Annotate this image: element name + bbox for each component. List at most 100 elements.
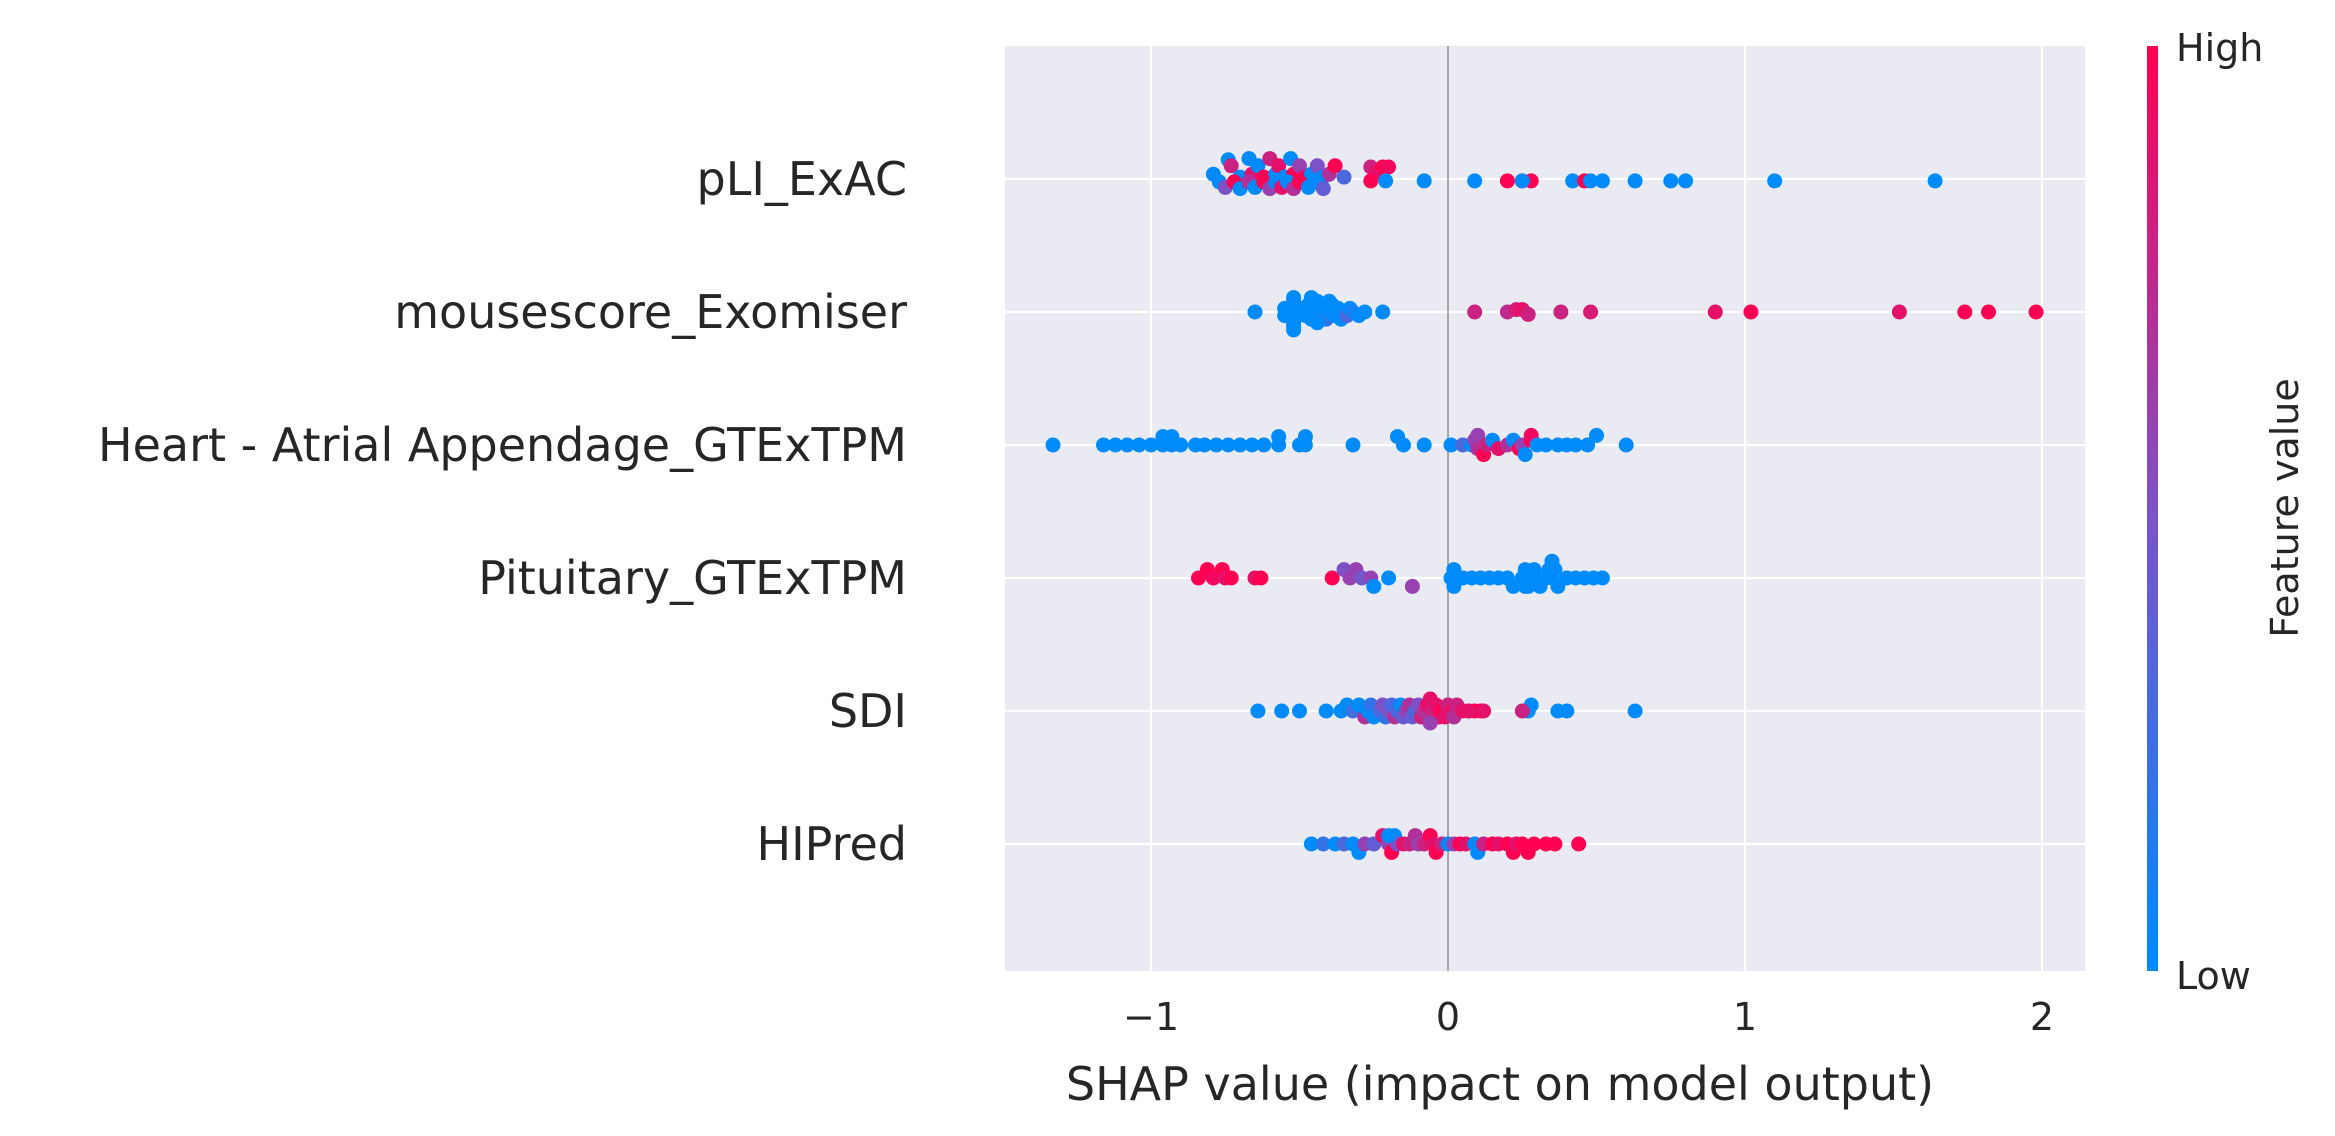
feature-label: SDI [829,684,907,738]
shap-point [1526,836,1542,852]
shap-point [1223,158,1239,174]
shap-point [1583,304,1599,320]
shap-point [1292,703,1307,719]
shap-point [1583,173,1599,189]
shap-point [1467,304,1483,320]
shap-point [1499,173,1515,189]
shap-point [1404,578,1420,594]
shap-point [1594,173,1610,189]
shap-point [1422,715,1438,731]
colorbar-low-label: Low [2176,954,2251,998]
shap-point [1568,437,1584,453]
shap-point [1927,173,1943,189]
shap-point [1250,158,1266,174]
shap-point [1315,836,1331,852]
shap-point [1274,703,1290,719]
shap-point [1565,173,1581,189]
shap-point [1324,570,1340,586]
shap-point [1315,181,1331,197]
x-tick-label: 1 [1733,995,1757,1039]
shap-point [1707,304,1723,320]
shap-point [1045,437,1061,453]
shap-point [1589,427,1604,443]
x-tick-label: −1 [1123,995,1179,1039]
shap-point [1119,437,1135,453]
shap-point [1627,173,1643,189]
x-axis-title: SHAP value (impact on model output) [1066,1057,1934,1111]
shap-point [1514,703,1530,719]
shap-point [1520,306,1536,322]
shap-point [1396,437,1411,453]
shap-point [1232,437,1248,453]
shap-point [1256,437,1272,453]
shap-point [1345,437,1361,453]
shap-point [1250,703,1266,719]
shap-point [1378,173,1394,189]
shap-point [1594,570,1610,586]
shap-point [1547,836,1563,852]
plot-area [1005,46,2085,971]
shap-point [1321,293,1337,309]
shap-point [1381,570,1397,586]
feature-label: mousescore_Exomiser [394,285,907,339]
shap-point [1220,437,1236,453]
shap-point [1244,437,1260,453]
shap-point [1286,322,1302,338]
feature-label: HIPred [757,817,908,871]
feature-labels: pLI_ExAC mousescore_Exomiser Heart - Atria… [98,152,907,871]
shap-point [1416,437,1432,453]
feature-label: Heart - Atrial Appendage_GTExTPM [98,418,907,472]
shap-point [1381,159,1397,175]
shap-point [1559,703,1575,719]
shap-point [1271,158,1287,174]
shap-point [1309,315,1325,331]
shap-point [1618,437,1634,453]
shap-point [1476,703,1492,719]
shap-point [1461,703,1477,719]
shap-point [1107,437,1123,453]
shap-point [1164,429,1180,445]
colorbar: High Low Feature value [2147,26,2307,998]
shap-point [1247,304,1263,320]
shap-point [1553,304,1569,320]
shap-point [1422,691,1438,707]
shap-point [1297,429,1313,445]
shap-point [1743,304,1759,320]
shap-point [1767,173,1783,189]
colorbar-title: Feature value [2263,378,2307,637]
shap-point [1544,553,1560,569]
shap-point [1538,437,1554,453]
shap-point [1663,173,1679,189]
shap-point [1470,427,1486,443]
shap-point [1517,578,1533,594]
shap-point [1981,304,1996,320]
shap-point [1467,173,1483,189]
shap-point [1223,570,1239,586]
shap-point [1363,173,1379,189]
shap-point [1131,437,1147,453]
shap-point [1366,578,1382,594]
feature-label: Pituitary_GTExTPM [478,551,907,605]
feature-label: pLI_ExAC [697,152,907,206]
shap-point [2028,304,2044,320]
shap-point [1303,836,1319,852]
shap-point [1327,158,1343,174]
shap-point [1514,173,1530,189]
colorbar-gradient [2147,46,2158,971]
shap-point [1096,437,1111,453]
shap-point [1571,836,1587,852]
shap-point [1286,290,1302,306]
shap-point [1271,429,1287,445]
shap-point [1957,304,1973,320]
shap-point [1292,158,1307,174]
x-axis-ticks: −1 0 1 2 [1123,995,2054,1039]
shap-point [1627,703,1643,719]
shap-point [1443,437,1459,453]
x-tick-label: 0 [1436,995,1460,1039]
x-tick-label: 2 [2030,995,2054,1039]
shap-point [1208,437,1224,453]
shap-point [1336,169,1352,185]
data-points [1045,151,2044,860]
shap-point [1891,304,1907,320]
